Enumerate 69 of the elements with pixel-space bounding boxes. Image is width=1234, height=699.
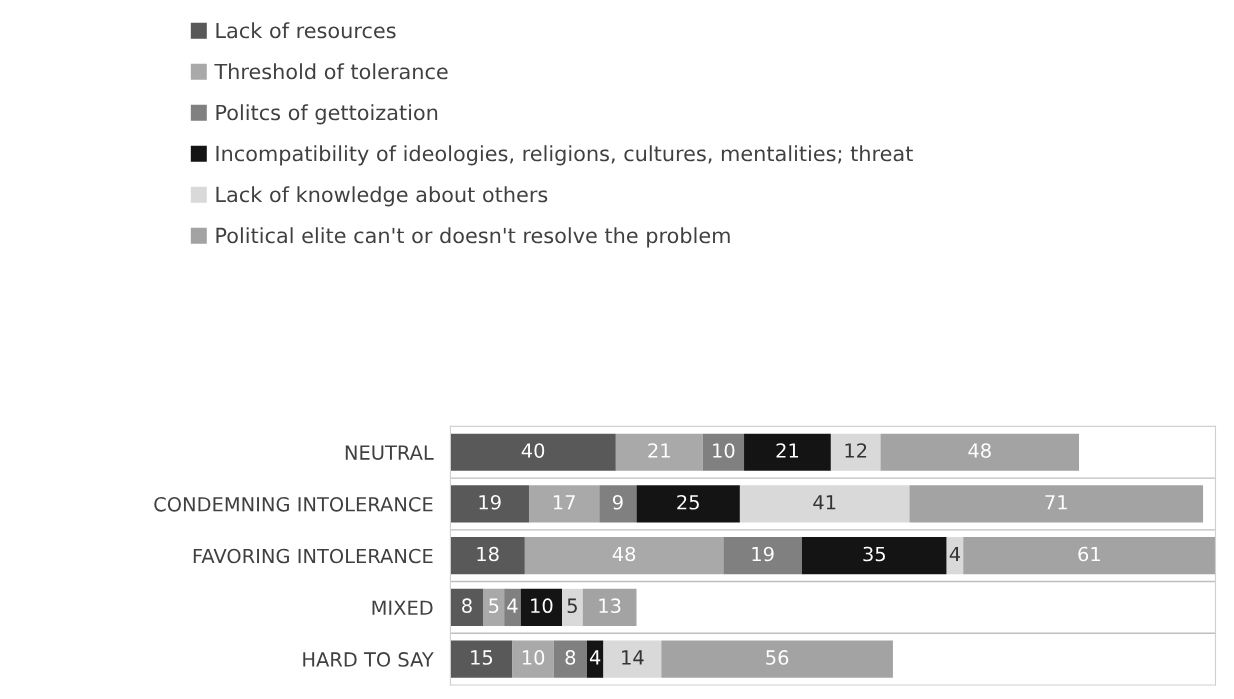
data-label: 61: [1078, 546, 1100, 562]
y-tick-label: MIXED: [372, 600, 433, 615]
data-label: 56: [766, 650, 789, 665]
bar: [636, 485, 740, 523]
y-tick-label: HARD TO SAY: [303, 652, 434, 667]
data-label: 8: [462, 598, 472, 614]
bar: [512, 640, 554, 678]
data-label: 35: [863, 546, 885, 562]
bar: [450, 640, 513, 678]
data-label: 40: [521, 443, 545, 458]
data-label: 4: [949, 546, 961, 562]
data-label: 9: [612, 494, 623, 510]
bar: [801, 537, 947, 575]
bar: [723, 537, 802, 575]
bar: [830, 433, 881, 471]
data-label: 19: [479, 494, 501, 510]
data-label: 48: [968, 443, 991, 458]
legend-label: Lack of knowledge about others: [216, 186, 548, 207]
data-label: 25: [677, 494, 699, 510]
data-label: 17: [553, 495, 575, 510]
legend-label: Politcs of gettoization: [216, 104, 438, 125]
bar: [603, 640, 662, 678]
bar: [963, 537, 1216, 575]
bar: [450, 537, 525, 575]
data-label: 48: [612, 546, 636, 562]
data-label: 10: [713, 443, 735, 458]
data-label: 5: [567, 598, 577, 614]
bar: [450, 588, 484, 627]
y-tick-label: CONDEMNING INTOLERANCE: [154, 496, 433, 512]
bar: [880, 433, 1080, 471]
legend-label: Political elite can't or doesn't resolve the problem: [216, 227, 730, 248]
bar: [504, 588, 521, 627]
bar: [661, 640, 893, 678]
data-label: 13: [599, 598, 621, 614]
bar: [528, 485, 600, 523]
data-label: 10: [522, 650, 545, 665]
bar: [562, 588, 583, 627]
legend-label: Lack of resources: [216, 22, 396, 39]
data-label: 15: [471, 650, 493, 665]
data-label: 4: [589, 650, 601, 665]
data-label: 12: [845, 443, 867, 458]
data-label: 41: [813, 495, 836, 510]
data-label: 71: [1045, 495, 1067, 510]
y-tick-label: FAVORING INTOLERANCE: [193, 548, 433, 564]
data-label: 21: [776, 443, 799, 458]
bar: [520, 588, 563, 627]
data-label: 19: [752, 546, 774, 562]
bar: [702, 433, 745, 471]
y-tick-label: NEUTRAL: [345, 445, 434, 460]
bar: [739, 485, 910, 523]
bar: [909, 485, 1204, 523]
bar: [553, 640, 587, 678]
legend-label: Incompatibility of ideologies, religions, cultures, mentalities; threat: [216, 145, 913, 166]
bar: [744, 433, 831, 471]
data-label: 8: [565, 650, 576, 665]
data-label: 4: [507, 598, 518, 613]
data-label: 21: [648, 443, 670, 458]
bar: [483, 588, 505, 627]
bar: [615, 433, 703, 471]
bar: [599, 485, 637, 523]
data-label: 5: [489, 598, 499, 614]
data-label: 10: [531, 598, 553, 614]
data-label: 18: [477, 546, 499, 562]
bar: [524, 537, 724, 575]
bar: [450, 433, 616, 471]
legend-label: Threshold of tolerance: [214, 63, 448, 80]
bar: [450, 485, 529, 523]
bar: [582, 588, 637, 627]
data-label: 14: [622, 650, 644, 665]
